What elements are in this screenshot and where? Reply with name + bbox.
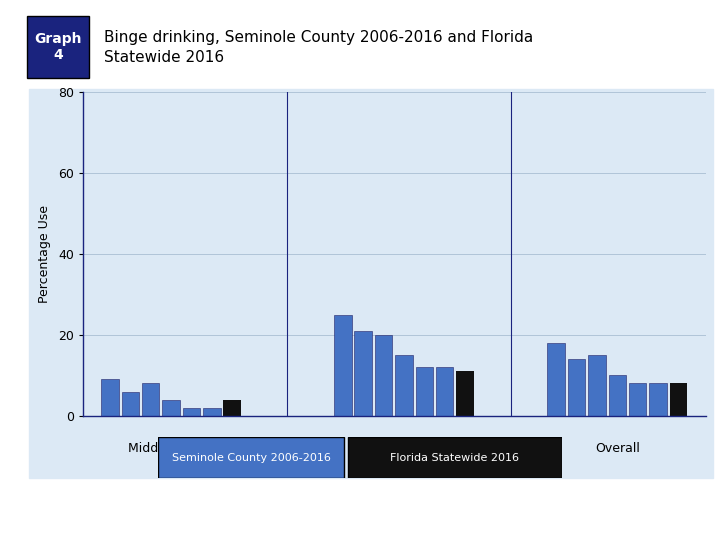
Bar — [436, 367, 454, 416]
Text: Graph
4: Graph 4 — [35, 32, 81, 62]
Bar — [629, 383, 647, 416]
Text: Middle School: Middle School — [127, 442, 215, 455]
Bar — [334, 314, 351, 416]
Text: Overall: Overall — [595, 442, 640, 455]
Bar — [102, 379, 119, 416]
Bar — [568, 359, 585, 416]
Bar — [162, 400, 180, 416]
Text: Binge drinking, Seminole County 2006-2016 and Florida
Statewide 2016: Binge drinking, Seminole County 2006-201… — [104, 30, 534, 65]
Bar — [354, 330, 372, 416]
Text: High School: High School — [366, 442, 441, 455]
Bar — [142, 383, 159, 416]
Bar — [608, 375, 626, 416]
Bar — [415, 367, 433, 416]
FancyBboxPatch shape — [348, 437, 562, 478]
Bar — [375, 335, 392, 416]
Bar — [122, 392, 139, 416]
Y-axis label: Percentage Use: Percentage Use — [38, 205, 51, 303]
Bar — [670, 383, 687, 416]
FancyBboxPatch shape — [158, 437, 344, 478]
Bar — [203, 408, 220, 416]
Bar — [588, 355, 606, 416]
Bar — [456, 372, 474, 416]
Bar — [649, 383, 667, 416]
Bar — [223, 400, 241, 416]
Bar — [183, 408, 200, 416]
Bar — [547, 343, 565, 416]
Bar — [395, 355, 413, 416]
Text: Seminole County 2006-2016: Seminole County 2006-2016 — [171, 453, 330, 463]
Text: Florida Statewide 2016: Florida Statewide 2016 — [390, 453, 519, 463]
